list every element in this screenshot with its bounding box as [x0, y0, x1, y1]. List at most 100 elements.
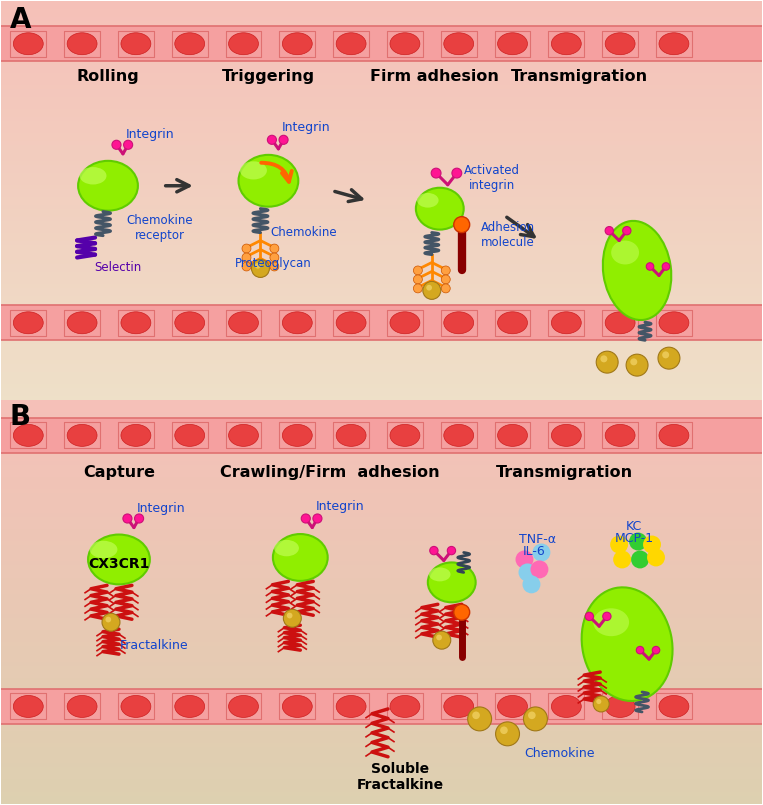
Bar: [2, 177, 761, 181]
Circle shape: [643, 535, 661, 554]
Text: CX3CR1: CX3CR1: [89, 557, 150, 572]
Bar: [2, 400, 761, 404]
Bar: [2, 464, 761, 469]
Circle shape: [102, 613, 120, 631]
Bar: [2, 141, 761, 145]
Bar: [602, 310, 638, 336]
Bar: [226, 693, 262, 720]
Bar: [2, 578, 761, 582]
Bar: [2, 173, 761, 177]
Bar: [2, 594, 761, 598]
Text: Integrin: Integrin: [126, 128, 174, 141]
Ellipse shape: [229, 312, 259, 334]
Text: Fractalkine: Fractalkine: [120, 639, 188, 652]
Bar: [2, 687, 761, 691]
Circle shape: [662, 262, 670, 270]
Circle shape: [613, 551, 631, 568]
Bar: [2, 404, 761, 408]
Bar: [2, 257, 761, 261]
Bar: [2, 795, 761, 799]
Bar: [2, 517, 761, 521]
Ellipse shape: [282, 312, 312, 334]
Bar: [2, 569, 761, 573]
Bar: [2, 614, 761, 618]
Bar: [2, 45, 761, 49]
Bar: [333, 310, 369, 336]
Bar: [2, 537, 761, 541]
Text: Rolling: Rolling: [76, 69, 140, 85]
Bar: [118, 423, 154, 448]
Ellipse shape: [605, 312, 635, 334]
Bar: [2, 456, 761, 460]
Ellipse shape: [67, 424, 97, 446]
Text: Chemokine: Chemokine: [270, 225, 336, 238]
Bar: [2, 751, 761, 755]
Bar: [2, 469, 761, 473]
Bar: [2, 663, 761, 667]
Bar: [2, 161, 761, 165]
Ellipse shape: [282, 424, 312, 446]
Bar: [2, 93, 761, 97]
Bar: [656, 693, 692, 720]
Bar: [2, 6, 761, 10]
Bar: [2, 69, 761, 73]
Bar: [2, 432, 761, 436]
Ellipse shape: [121, 424, 151, 446]
Bar: [172, 423, 208, 448]
Circle shape: [313, 514, 322, 523]
Bar: [2, 424, 761, 428]
Ellipse shape: [273, 534, 327, 581]
Ellipse shape: [581, 588, 672, 701]
Bar: [2, 280, 761, 284]
Bar: [2, 521, 761, 525]
Bar: [2, 328, 761, 332]
Ellipse shape: [336, 424, 366, 446]
Bar: [279, 423, 315, 448]
Circle shape: [423, 282, 441, 299]
Ellipse shape: [175, 33, 204, 55]
Bar: [2, 157, 761, 161]
Circle shape: [652, 646, 660, 654]
Ellipse shape: [552, 312, 581, 334]
Circle shape: [270, 262, 278, 271]
Bar: [2, 513, 761, 517]
Circle shape: [523, 576, 540, 593]
Circle shape: [431, 168, 441, 178]
Bar: [2, 113, 761, 117]
Bar: [656, 423, 692, 448]
Circle shape: [436, 634, 442, 640]
Circle shape: [242, 244, 251, 253]
Bar: [2, 105, 761, 109]
Ellipse shape: [552, 33, 581, 55]
Circle shape: [468, 707, 491, 731]
Bar: [2, 610, 761, 614]
Ellipse shape: [121, 33, 151, 55]
Ellipse shape: [239, 155, 298, 207]
Bar: [387, 310, 423, 336]
Bar: [2, 719, 761, 723]
Bar: [549, 31, 584, 56]
Bar: [2, 715, 761, 719]
Bar: [2, 352, 761, 356]
Bar: [2, 360, 761, 364]
Bar: [2, 241, 761, 245]
Text: B: B: [9, 403, 31, 431]
Circle shape: [433, 631, 451, 649]
Bar: [2, 392, 761, 396]
Text: Firm adhesion: Firm adhesion: [370, 69, 499, 85]
Bar: [2, 675, 761, 679]
Bar: [2, 420, 761, 424]
Bar: [2, 97, 761, 101]
Bar: [2, 783, 761, 787]
Ellipse shape: [88, 535, 150, 584]
Ellipse shape: [175, 424, 204, 446]
Bar: [2, 65, 761, 69]
Bar: [2, 779, 761, 783]
Bar: [2, 622, 761, 626]
Bar: [2, 181, 761, 185]
Bar: [2, 573, 761, 578]
Circle shape: [105, 617, 111, 622]
Circle shape: [255, 263, 261, 269]
Bar: [2, 233, 761, 237]
Ellipse shape: [282, 696, 312, 717]
